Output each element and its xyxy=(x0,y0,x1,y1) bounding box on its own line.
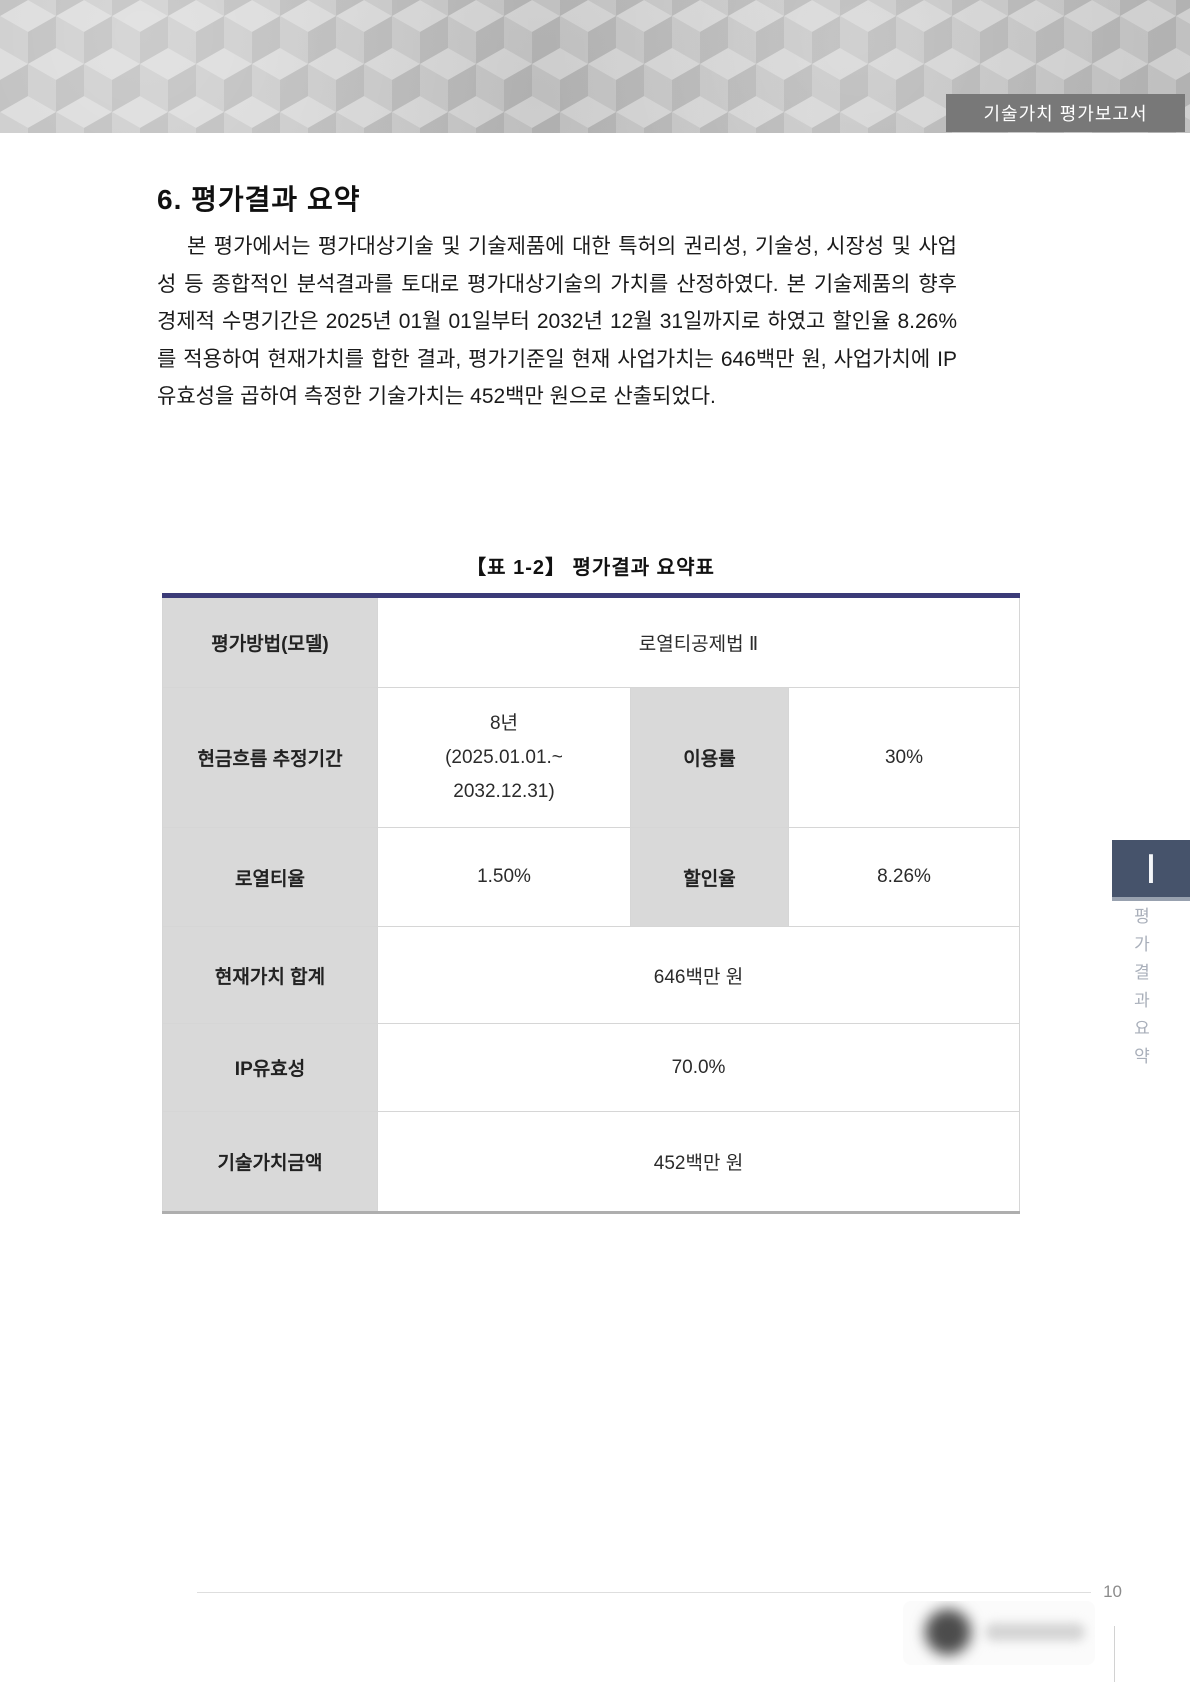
row-label: IP유효성 xyxy=(162,1023,378,1112)
vertical-char: 가 xyxy=(1134,935,1150,954)
table-row-ip-validity: IP유효성 70.0% xyxy=(162,1023,1020,1112)
table-row-tech-value: 기술가치금액 452백만 원 xyxy=(162,1111,1020,1213)
row-value: 8년 (2025.01.01.~ 2032.12.31) xyxy=(377,687,631,828)
section-title: 6. 평가결과 요약 xyxy=(157,184,361,215)
table-row-present-value: 현재가치 합계 646백만 원 xyxy=(162,926,1020,1024)
value-line: (2025.01.01.~ xyxy=(445,746,563,768)
value-line: 8년 xyxy=(489,712,519,734)
header-banner xyxy=(0,0,1190,133)
row-label: 현재가치 합계 xyxy=(162,926,378,1024)
chapter-vertical-label: 평 가 결 과 요 약 xyxy=(1131,903,1153,1071)
row-label: 현금흐름 추정기간 xyxy=(162,687,378,828)
page-number: 10 xyxy=(1103,1582,1122,1601)
row-value-2: 30% xyxy=(788,687,1020,828)
row-label-2: 할인율 xyxy=(630,827,789,927)
row-value: 1.50% xyxy=(377,827,631,927)
header-band-label: 기술가치 평가보고서 xyxy=(983,104,1148,124)
logo-text-blurred xyxy=(985,1623,1085,1641)
row-value: 452백만 원 xyxy=(377,1111,1020,1213)
row-label-2: 이용률 xyxy=(630,687,789,828)
table-caption: 【표 1-2】 평가결과 요약표 xyxy=(466,557,715,579)
row-label: 기술가치금액 xyxy=(162,1111,378,1213)
vertical-char: 요 xyxy=(1134,1019,1150,1038)
header-band: 기술가치 평가보고서 xyxy=(946,94,1185,132)
value-line: 2032.12.31) xyxy=(453,780,555,802)
table-row-cashflow-period: 현금흐름 추정기간 8년 (2025.01.01.~ 2032.12.31) 이… xyxy=(162,687,1020,828)
row-label: 평가방법(모델) xyxy=(162,595,378,688)
vertical-char: 과 xyxy=(1134,991,1150,1010)
footer-vertical-line xyxy=(1114,1626,1115,1682)
table-row-method: 평가방법(모델) 로열티공제법 Ⅱ xyxy=(162,595,1020,688)
vertical-char: 결 xyxy=(1134,963,1150,982)
row-value: 70.0% xyxy=(377,1023,1020,1112)
row-value: 로열티공제법 Ⅱ xyxy=(377,595,1020,688)
chapter-numeral: I xyxy=(1145,844,1157,892)
chapter-tab: I xyxy=(1112,840,1190,901)
logo-mark-blurred xyxy=(925,1609,971,1655)
vertical-char: 평 xyxy=(1134,907,1150,926)
table-row-royalty-rate: 로열티율 1.50% 할인율 8.26% xyxy=(162,827,1020,927)
footer-logo xyxy=(903,1601,1095,1665)
row-value-2: 8.26% xyxy=(788,827,1020,927)
body-paragraph: 본 평가에서는 평가대상기술 및 기술제품에 대한 특허의 권리성, 기술성, … xyxy=(157,235,957,408)
summary-table: 평가방법(모델) 로열티공제법 Ⅱ 현금흐름 추정기간 8년 (2025.01.… xyxy=(162,593,1020,1214)
row-value: 646백만 원 xyxy=(377,926,1020,1024)
row-label: 로열티율 xyxy=(162,827,378,927)
vertical-char: 약 xyxy=(1134,1047,1150,1066)
footer-divider xyxy=(197,1592,1091,1593)
summary-table-wrap: 평가방법(모델) 로열티공제법 Ⅱ 현금흐름 추정기간 8년 (2025.01.… xyxy=(162,593,1020,1214)
